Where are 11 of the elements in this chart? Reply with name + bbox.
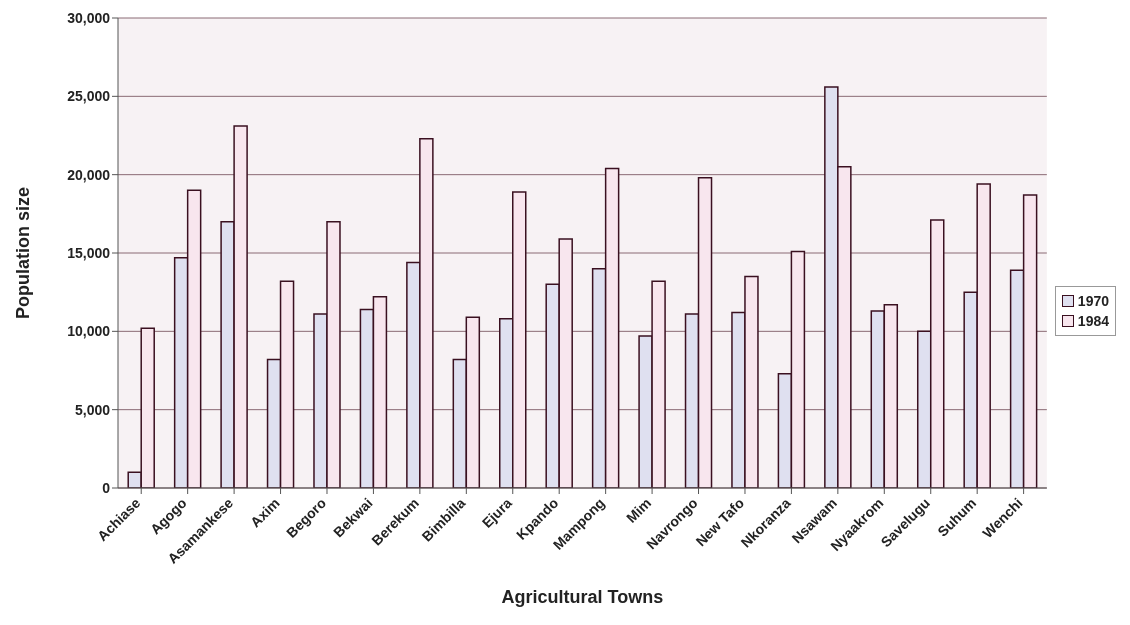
y-tick-label: 5,000 xyxy=(74,401,111,418)
x-axis-title: Agricultural Towns xyxy=(501,587,664,607)
y-tick-label: 10,000 xyxy=(67,323,111,340)
y-tick-label: 20,000 xyxy=(67,166,111,183)
y-tick-label: 30,000 xyxy=(67,9,111,26)
legend-label: 1970 xyxy=(1077,291,1109,311)
legend-label: 1984 xyxy=(1077,311,1109,331)
y-tick-label: 0 xyxy=(102,479,111,496)
y-tick-label: 15,000 xyxy=(67,244,111,261)
y-axis-title: Population size xyxy=(13,186,34,320)
y-tick-label: 25,000 xyxy=(67,88,111,105)
